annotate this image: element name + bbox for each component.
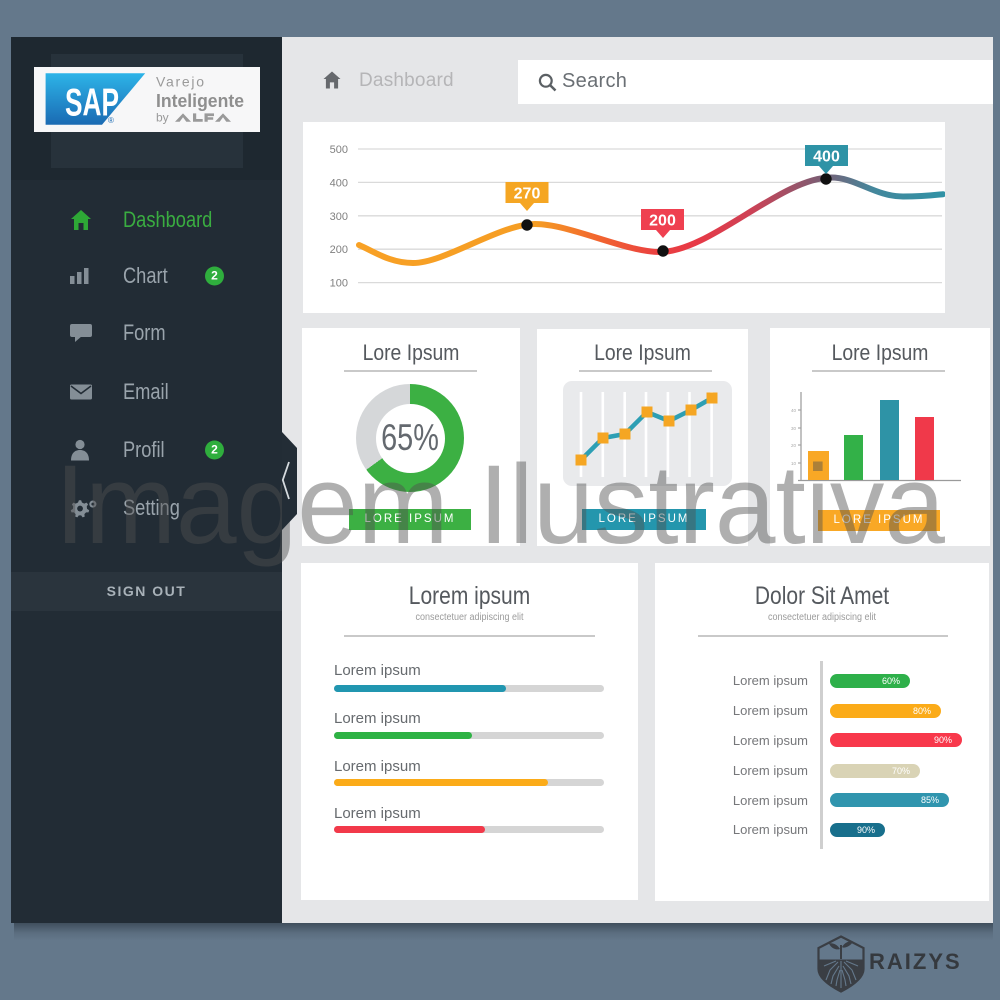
svg-text:SAP: SAP bbox=[65, 82, 119, 125]
svg-text:Inteligente: Inteligente bbox=[156, 90, 244, 111]
svg-text:200: 200 bbox=[330, 244, 348, 256]
svg-text:200: 200 bbox=[649, 213, 676, 230]
svg-text:400: 400 bbox=[813, 149, 840, 166]
svg-text:270: 270 bbox=[514, 186, 541, 203]
svg-text:by: by bbox=[156, 111, 169, 125]
svg-text:20: 20 bbox=[791, 443, 797, 448]
svg-text:30: 30 bbox=[791, 426, 797, 431]
svg-text:300: 300 bbox=[330, 211, 348, 223]
svg-text:40: 40 bbox=[791, 408, 797, 413]
svg-text:500: 500 bbox=[330, 144, 348, 156]
svg-text:100: 100 bbox=[330, 278, 348, 290]
svg-text:10: 10 bbox=[791, 461, 797, 466]
svg-text:400: 400 bbox=[330, 177, 348, 189]
svg-text:®: ® bbox=[108, 116, 114, 125]
svg-text:Varejo: Varejo bbox=[156, 74, 204, 90]
svg-text:RAIZYS: RAIZYS bbox=[869, 949, 962, 974]
